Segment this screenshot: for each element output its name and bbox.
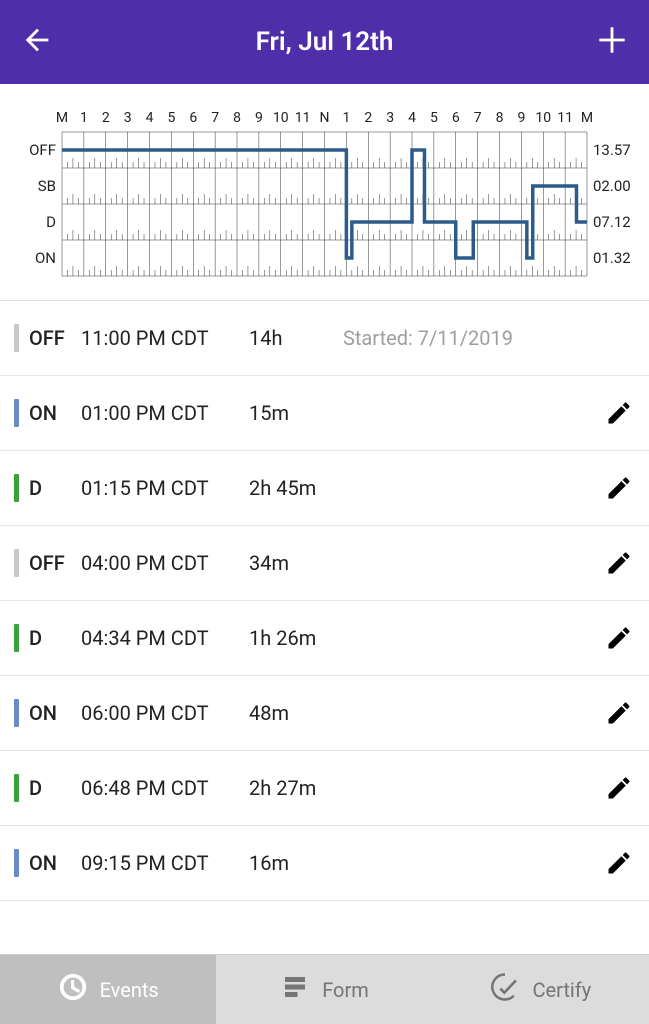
svg-text:M: M (56, 110, 68, 126)
status-label: OFF (19, 326, 81, 350)
svg-text:11: 11 (295, 110, 311, 126)
edit-icon (605, 699, 633, 727)
event-list: OFF11:00 PM CDT14hStarted: 7/11/2019ON01… (0, 300, 649, 954)
tab-form[interactable]: Form (216, 955, 432, 1024)
edit-icon (605, 399, 633, 427)
tab-label: Certify (532, 978, 591, 1002)
app-header: Fri, Jul 12th (0, 0, 649, 84)
event-row[interactable]: D01:15 PM CDT2h 45m (0, 451, 649, 526)
event-duration: 2h 45m (249, 476, 337, 500)
svg-text:3: 3 (124, 110, 132, 126)
svg-text:13.57: 13.57 (593, 141, 631, 159)
svg-text:07.12: 07.12 (593, 213, 631, 231)
add-button[interactable] (595, 23, 629, 61)
edit-button[interactable] (605, 774, 633, 802)
svg-text:SB: SB (38, 177, 56, 195)
svg-text:01.32: 01.32 (593, 249, 631, 267)
svg-text:1: 1 (342, 110, 350, 126)
event-row[interactable]: OFF11:00 PM CDT14hStarted: 7/11/2019 (0, 301, 649, 376)
svg-text:10: 10 (535, 110, 551, 126)
edit-icon (605, 849, 633, 877)
event-duration: 2h 27m (249, 776, 337, 800)
svg-text:ON: ON (35, 249, 56, 267)
status-label: D (19, 476, 81, 500)
event-time: 09:15 PM CDT (81, 851, 249, 875)
svg-text:1: 1 (80, 110, 88, 126)
edit-button[interactable] (605, 699, 633, 727)
page-title: Fri, Jul 12th (256, 27, 394, 57)
event-duration: 14h (249, 326, 337, 350)
svg-text:11: 11 (557, 110, 573, 126)
clock-icon (58, 972, 88, 1007)
edit-button[interactable] (605, 624, 633, 652)
hos-chart-svg: M1234567891011N1234567891011MOFFSBDON13.… (14, 104, 635, 284)
edit-button[interactable] (605, 474, 633, 502)
event-time: 04:34 PM CDT (81, 626, 249, 650)
hos-chart: M1234567891011N1234567891011MOFFSBDON13.… (0, 84, 649, 300)
event-duration: 1h 26m (249, 626, 337, 650)
edit-button[interactable] (605, 549, 633, 577)
edit-icon (605, 549, 633, 577)
event-duration: 48m (249, 701, 337, 725)
svg-text:OFF: OFF (29, 141, 56, 159)
svg-text:5: 5 (167, 110, 175, 126)
event-extra: Started: 7/11/2019 (343, 326, 633, 350)
svg-text:2: 2 (102, 110, 110, 126)
svg-text:6: 6 (452, 110, 460, 126)
svg-text:10: 10 (273, 110, 289, 126)
status-label: D (19, 626, 81, 650)
event-row[interactable]: ON06:00 PM CDT48m (0, 676, 649, 751)
bottom-tabs: Events Form Certify (0, 954, 649, 1024)
svg-text:9: 9 (255, 110, 263, 126)
status-label: ON (19, 701, 81, 725)
form-icon (280, 972, 310, 1007)
tab-certify[interactable]: Certify (433, 955, 649, 1024)
svg-text:9: 9 (517, 110, 525, 126)
check-icon (490, 972, 520, 1007)
event-time: 06:48 PM CDT (81, 776, 249, 800)
edit-icon (605, 624, 633, 652)
svg-text:02.00: 02.00 (593, 177, 631, 195)
svg-text:7: 7 (474, 110, 482, 126)
tab-label: Form (322, 978, 369, 1002)
event-row[interactable]: ON09:15 PM CDT16m (0, 826, 649, 901)
event-row[interactable]: D06:48 PM CDT2h 27m (0, 751, 649, 826)
event-time: 06:00 PM CDT (81, 701, 249, 725)
svg-text:4: 4 (146, 110, 154, 126)
edit-button[interactable] (605, 399, 633, 427)
svg-text:8: 8 (496, 110, 504, 126)
svg-text:2: 2 (364, 110, 372, 126)
svg-text:N: N (320, 110, 330, 126)
status-label: D (19, 776, 81, 800)
svg-text:M: M (581, 110, 593, 126)
svg-text:7: 7 (211, 110, 219, 126)
edit-icon (605, 774, 633, 802)
event-duration: 15m (249, 401, 337, 425)
back-button[interactable] (20, 23, 54, 61)
event-row[interactable]: OFF04:00 PM CDT34m (0, 526, 649, 601)
edit-icon (605, 474, 633, 502)
plus-icon (595, 23, 629, 57)
tab-label: Events (100, 978, 159, 1002)
arrow-left-icon (20, 23, 54, 57)
status-label: OFF (19, 551, 81, 575)
svg-text:3: 3 (386, 110, 394, 126)
status-label: ON (19, 851, 81, 875)
svg-text:6: 6 (189, 110, 197, 126)
status-label: ON (19, 401, 81, 425)
event-duration: 16m (249, 851, 337, 875)
event-time: 01:15 PM CDT (81, 476, 249, 500)
edit-button[interactable] (605, 849, 633, 877)
event-row[interactable]: ON01:00 PM CDT15m (0, 376, 649, 451)
event-time: 01:00 PM CDT (81, 401, 249, 425)
event-row[interactable]: D04:34 PM CDT1h 26m (0, 601, 649, 676)
svg-text:5: 5 (430, 110, 438, 126)
svg-text:4: 4 (408, 110, 416, 126)
svg-text:8: 8 (233, 110, 241, 126)
event-time: 04:00 PM CDT (81, 551, 249, 575)
svg-text:D: D (46, 213, 56, 231)
event-duration: 34m (249, 551, 337, 575)
tab-events[interactable]: Events (0, 955, 216, 1024)
event-time: 11:00 PM CDT (81, 326, 249, 350)
